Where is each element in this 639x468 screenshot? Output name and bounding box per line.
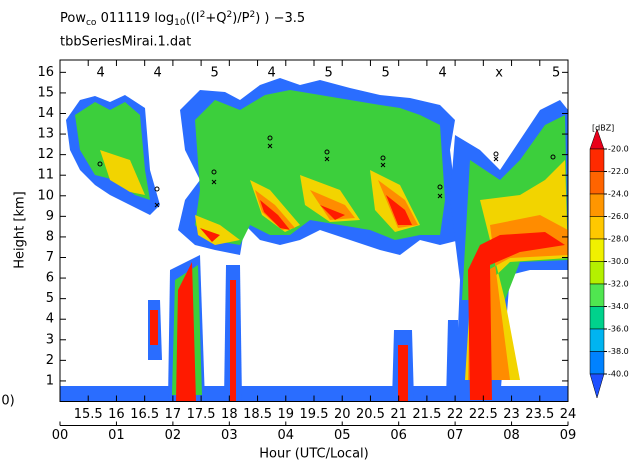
x-tick-label: 15.5 (74, 407, 103, 422)
local-tick-label: 07 (447, 428, 464, 443)
top-label: 4 (268, 66, 276, 81)
y-axis-label: Height [km] (13, 191, 28, 268)
colorbar-tick-label: -32.0 (608, 280, 629, 289)
colorbar-label: [dBZ] (592, 124, 614, 133)
top-label: 5 (325, 66, 333, 81)
x-tick-label: 22.5 (469, 407, 498, 422)
title-part: 2 (249, 10, 255, 20)
local-tick-label: 04 (278, 428, 295, 443)
radar-field (60, 78, 568, 401)
x-tick-label: 18 (221, 407, 238, 422)
title-part: Pow (60, 11, 86, 26)
local-tick-label: 05 (334, 428, 351, 443)
colorbar-segment (589, 328, 605, 352)
title-part: ) ) −3.5 (255, 11, 305, 26)
y-tick-label: 4 (46, 312, 54, 327)
x-tick-label: 24 (560, 407, 577, 422)
edge-label: 0) (1, 394, 14, 409)
top-label: 5 (382, 66, 390, 81)
title-part: 2 (226, 10, 232, 20)
colorbar-tick-label: -36.0 (608, 325, 629, 334)
x-tick-label: 19.5 (300, 407, 329, 422)
colorbar-tick-label: -28.0 (608, 235, 629, 244)
y-tick-label: 8 (46, 229, 54, 244)
y-tick-label: 9 (46, 209, 54, 224)
x-tick-label: 23.5 (525, 407, 554, 422)
top-label: 4 (96, 66, 104, 81)
colorbar-tick-label: -26.0 (608, 212, 629, 221)
local-tick-label: 02 (165, 428, 182, 443)
x-tick-label: 16.5 (130, 407, 159, 422)
colorbar-segment (589, 283, 605, 307)
x-tick-label: 22 (447, 407, 464, 422)
local-tick-label: 03 (221, 428, 238, 443)
y-tick-label: 11 (37, 168, 54, 183)
x-tick-label: 17.5 (187, 407, 216, 422)
title-part: co (86, 18, 97, 28)
title-part: 011119 log (96, 11, 174, 26)
colorbar-segment (589, 148, 605, 172)
local-tick-label: 09 (560, 428, 577, 443)
x-tick-label: 20 (334, 407, 351, 422)
y-tick-label: 16 (37, 65, 54, 80)
colorbar-segment (589, 171, 605, 195)
y-tick-label: 6 (46, 271, 54, 286)
local-tick-label: 06 (390, 428, 407, 443)
colorbar-tick-label: -24.0 (608, 190, 629, 199)
chart-subtitle: tbbSeriesMirai.1.dat (60, 35, 191, 50)
y-tick-label: 1 (46, 373, 54, 388)
top-label: 5 (211, 66, 219, 81)
colorbar-segment (589, 261, 605, 285)
x-tick-label: 21.5 (412, 407, 441, 422)
colorbar-segment (589, 351, 605, 375)
x-axis-label: Hour (UTC/Local) (259, 447, 368, 462)
top-label: 4 (439, 66, 447, 81)
title-part: +Q (205, 11, 226, 26)
colorbar-segment (589, 193, 605, 217)
title-part: 2 (200, 10, 206, 20)
colorbar-arrow (589, 373, 605, 399)
colorbar-tick-label: -40.0 (608, 370, 629, 379)
x-tick-label: 20.5 (356, 407, 385, 422)
y-tick-label: 7 (46, 250, 54, 265)
title-part: ((I (186, 11, 200, 26)
y-tick-label: 12 (37, 147, 54, 162)
colorbar-tick-label: -20.0 (608, 145, 629, 154)
x-tick-label: 18.5 (243, 407, 272, 422)
top-label: x (495, 66, 503, 81)
colorbar-tick-label: -22.0 (608, 167, 629, 176)
local-tick-label: 00 (52, 428, 69, 443)
top-label: 4 (154, 66, 162, 81)
x-tick-label: 19 (278, 407, 295, 422)
y-tick-label: 5 (46, 291, 54, 306)
colorbar-tick-label: -38.0 (608, 347, 629, 356)
y-tick-label: 15 (37, 85, 54, 100)
local-tick-label: 08 (503, 428, 520, 443)
y-tick-label: 13 (37, 127, 54, 142)
local-tick-label: 01 (108, 428, 125, 443)
chart-title: Powco 011119 log10((I2+Q2)/P2) ) −3.5 (60, 10, 305, 28)
title-part: 10 (174, 18, 186, 28)
x-tick-label: 16 (108, 407, 125, 422)
y-tick-label: 10 (37, 188, 54, 203)
x-tick-label: 23 (503, 407, 520, 422)
y-tick-label: 2 (46, 353, 54, 368)
colorbar-segment (589, 306, 605, 330)
y-tick-label: 14 (37, 106, 54, 121)
x-tick-label: 17 (165, 407, 182, 422)
x-tick-label: 21 (390, 407, 407, 422)
top-label: 5 (552, 66, 560, 81)
colorbar-tick-label: -30.0 (608, 257, 629, 266)
colorbar-tick-label: -34.0 (608, 302, 629, 311)
title-part: )/P (232, 11, 249, 26)
y-tick-label: 3 (46, 332, 54, 347)
colorbar-segment (589, 238, 605, 262)
colorbar-segment (589, 216, 605, 240)
